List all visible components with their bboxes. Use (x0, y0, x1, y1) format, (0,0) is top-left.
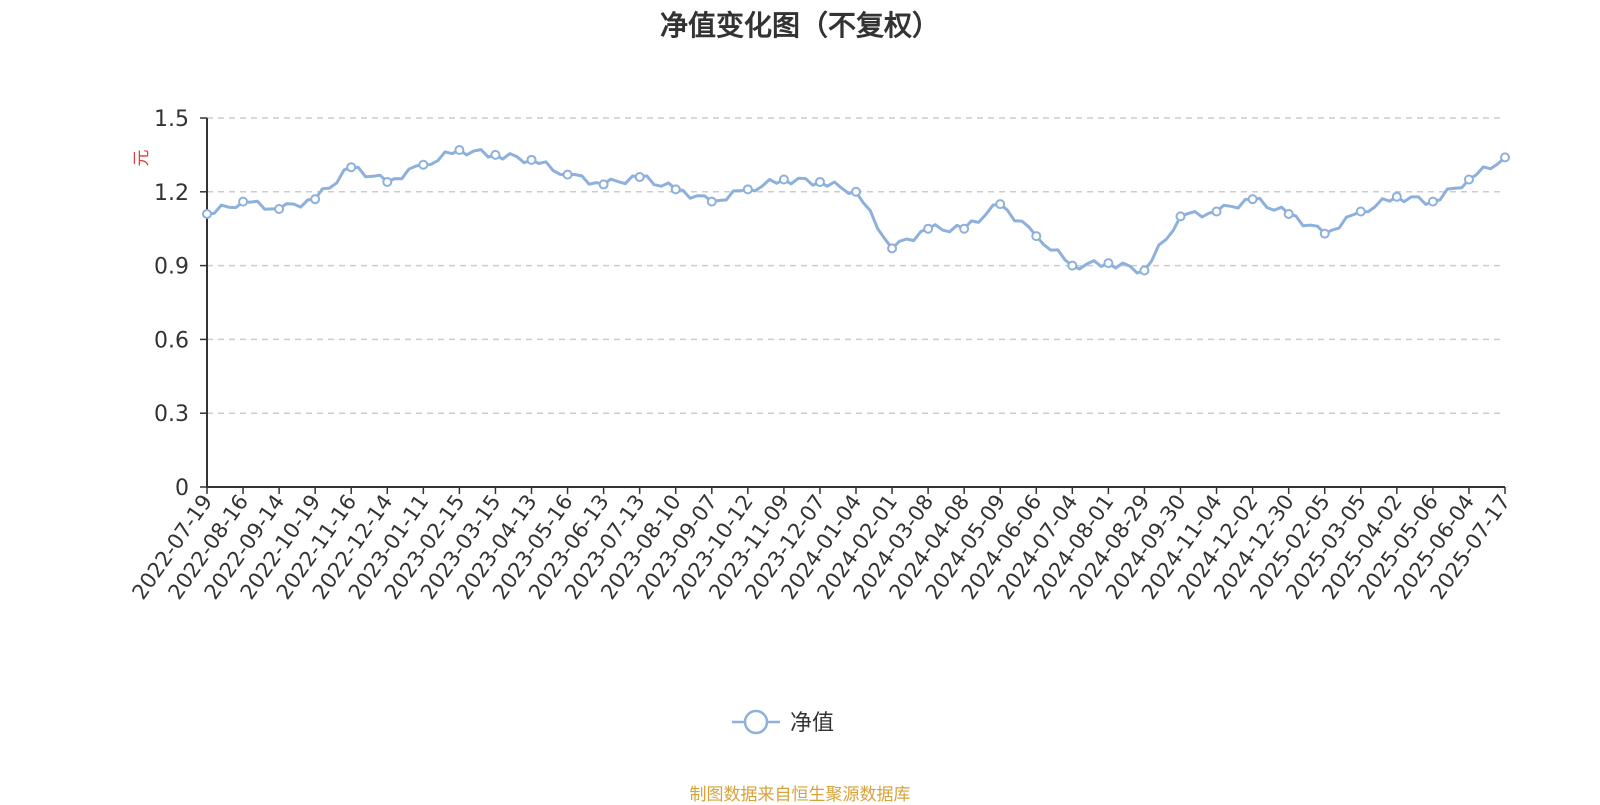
data-point (382, 176, 393, 187)
chart-title: 净值变化图（不复权） (659, 9, 940, 42)
data-point (1139, 265, 1150, 276)
data-point (742, 184, 753, 195)
grid-lines (207, 117, 1505, 414)
y-tick-label: 1.5 (154, 107, 189, 132)
data-point (526, 154, 537, 165)
data-point (706, 196, 717, 207)
data-point (814, 176, 825, 187)
data-point (923, 223, 934, 234)
x-tick-labels: 2022-07-192022-08-162022-09-142022-10-19… (127, 487, 1515, 604)
data-point (1283, 208, 1294, 219)
y-tick-labels: 0 0.3 0.6 0.9 1.2 1.5 (154, 107, 207, 501)
data-source-note: 制图数据来自恒生聚源数据库 (689, 785, 911, 805)
series-markers (202, 144, 1510, 276)
data-point (454, 144, 465, 155)
data-point (1067, 260, 1078, 271)
legend-marker-icon (743, 709, 769, 735)
data-point (1103, 258, 1114, 269)
y-tick-label: 1.2 (154, 181, 189, 206)
data-point (598, 179, 609, 190)
data-point (1463, 174, 1474, 185)
data-point (310, 194, 321, 205)
data-point (959, 223, 970, 234)
data-point (1355, 206, 1366, 217)
data-point (778, 174, 789, 185)
data-point (1247, 194, 1258, 205)
data-point (274, 204, 285, 215)
data-point (634, 172, 645, 183)
y-axis-label: 元 (132, 150, 152, 167)
data-point (1391, 191, 1402, 202)
y-tick-label: 0.9 (154, 255, 189, 280)
data-point (851, 186, 861, 197)
axes (206, 118, 1505, 488)
data-point (1175, 211, 1186, 222)
y-tick-label: 0.6 (154, 328, 189, 353)
series-line-nav (205, 148, 1507, 275)
data-point (202, 208, 212, 219)
data-point (887, 243, 898, 254)
data-point (1427, 196, 1438, 207)
data-point (490, 149, 501, 160)
data-point (670, 184, 681, 195)
data-point (562, 169, 573, 180)
data-point (995, 199, 1006, 210)
data-point (1031, 231, 1042, 242)
data-point (1319, 228, 1330, 239)
data-point (1500, 152, 1510, 163)
data-point (1211, 206, 1222, 217)
y-tick-label: 0 (175, 476, 189, 501)
legend-label: 净值 (790, 711, 834, 736)
legend[interactable]: 净值 (732, 709, 834, 736)
data-point (238, 196, 249, 207)
y-tick-label: 0.3 (154, 402, 189, 427)
data-point (346, 162, 357, 173)
data-point (418, 159, 429, 170)
